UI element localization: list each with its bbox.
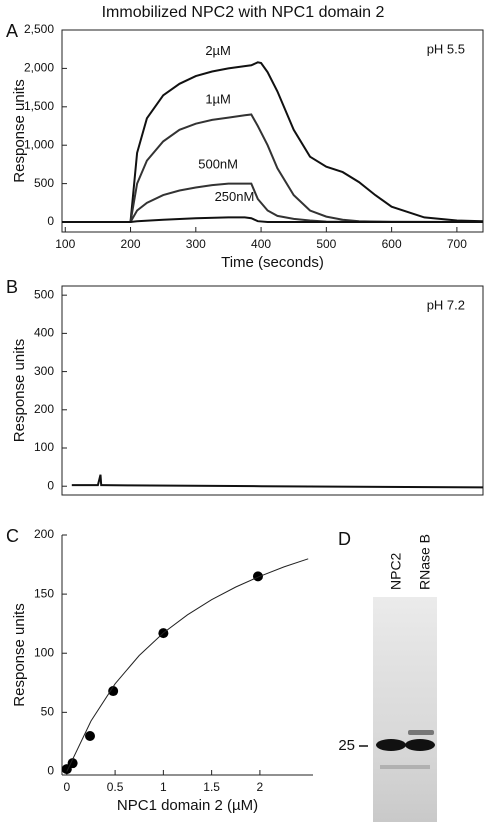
x-axis-label: Time (seconds) xyxy=(221,254,324,271)
y-tick-label: 0 xyxy=(47,478,54,492)
y-tick-label: 400 xyxy=(34,326,54,340)
figure-title: Immobilized NPC2 with NPC1 domain 2 xyxy=(102,4,385,21)
x-tick-label: 700 xyxy=(447,237,467,251)
y-tick-label: 300 xyxy=(34,364,54,378)
panel-letter: C xyxy=(6,526,19,546)
series-label: 500nM xyxy=(198,157,238,172)
x-tick-label: 500 xyxy=(316,237,336,251)
x-axis-label: NPC1 domain 2 (µM) xyxy=(117,797,258,814)
y-tick-label: 150 xyxy=(34,586,54,600)
gel-band xyxy=(376,739,406,751)
y-tick-label: 200 xyxy=(34,527,54,541)
x-tick-label: 100 xyxy=(55,237,75,251)
y-tick-label: 500 xyxy=(34,287,54,301)
annotation: pH 5.5 xyxy=(427,41,465,56)
series-line xyxy=(62,182,484,223)
y-tick-label: 500 xyxy=(34,176,54,190)
y-tick-label: 100 xyxy=(34,440,54,454)
series-line xyxy=(62,113,483,223)
series-line xyxy=(62,216,483,223)
plot-frame xyxy=(61,29,484,233)
y-tick-label: 2,500 xyxy=(24,22,54,36)
y-axis-label: Response units xyxy=(11,79,28,182)
annotation: pH 7.2 xyxy=(427,297,465,312)
y-tick-label: 100 xyxy=(34,645,54,659)
gel-band xyxy=(380,765,430,769)
series-line xyxy=(62,61,484,223)
y-tick-label: 50 xyxy=(41,705,55,719)
y-tick-label: 0 xyxy=(47,764,54,778)
y-tick-label: 1,500 xyxy=(24,99,54,113)
plot-frame xyxy=(61,285,484,496)
data-point xyxy=(84,730,95,741)
x-tick-label: 2 xyxy=(257,780,264,794)
gel-panel: D NPC2 RNase B 25 xyxy=(338,529,437,822)
y-tick-label: 2,000 xyxy=(24,61,54,75)
x-tick-label: 300 xyxy=(186,237,206,251)
series-line xyxy=(71,474,484,489)
y-tick-label: 0 xyxy=(47,214,54,228)
marker-label: 25 xyxy=(338,737,355,754)
data-point xyxy=(252,571,263,582)
y-tick-label: 1,000 xyxy=(24,137,54,151)
series-label: 1µM xyxy=(205,91,231,106)
y-tick-label: 200 xyxy=(34,402,54,416)
x-tick-label: 400 xyxy=(251,237,271,251)
y-axis-label: Response units xyxy=(11,603,28,706)
x-tick-label: 200 xyxy=(121,237,141,251)
gel-band xyxy=(405,739,435,751)
series-line xyxy=(66,558,309,772)
panel-letter: B xyxy=(6,277,18,297)
x-tick-label: 0.5 xyxy=(107,780,124,794)
series-label: 2µM xyxy=(205,43,231,58)
x-tick-label: 600 xyxy=(382,237,402,251)
x-tick-label: 1.5 xyxy=(203,780,220,794)
series-label: 250nM xyxy=(215,189,255,204)
lane-label: RNase B xyxy=(417,534,433,590)
x-tick-label: 0 xyxy=(63,780,70,794)
gel-band xyxy=(408,730,434,735)
gel-shade xyxy=(373,597,437,822)
lane-label: NPC2 xyxy=(388,552,404,590)
panel-letter: D xyxy=(338,529,351,549)
y-axis-label: Response units xyxy=(11,339,28,442)
x-tick-label: 1 xyxy=(160,780,167,794)
panel-letter: A xyxy=(6,21,18,41)
data-point xyxy=(108,686,119,697)
